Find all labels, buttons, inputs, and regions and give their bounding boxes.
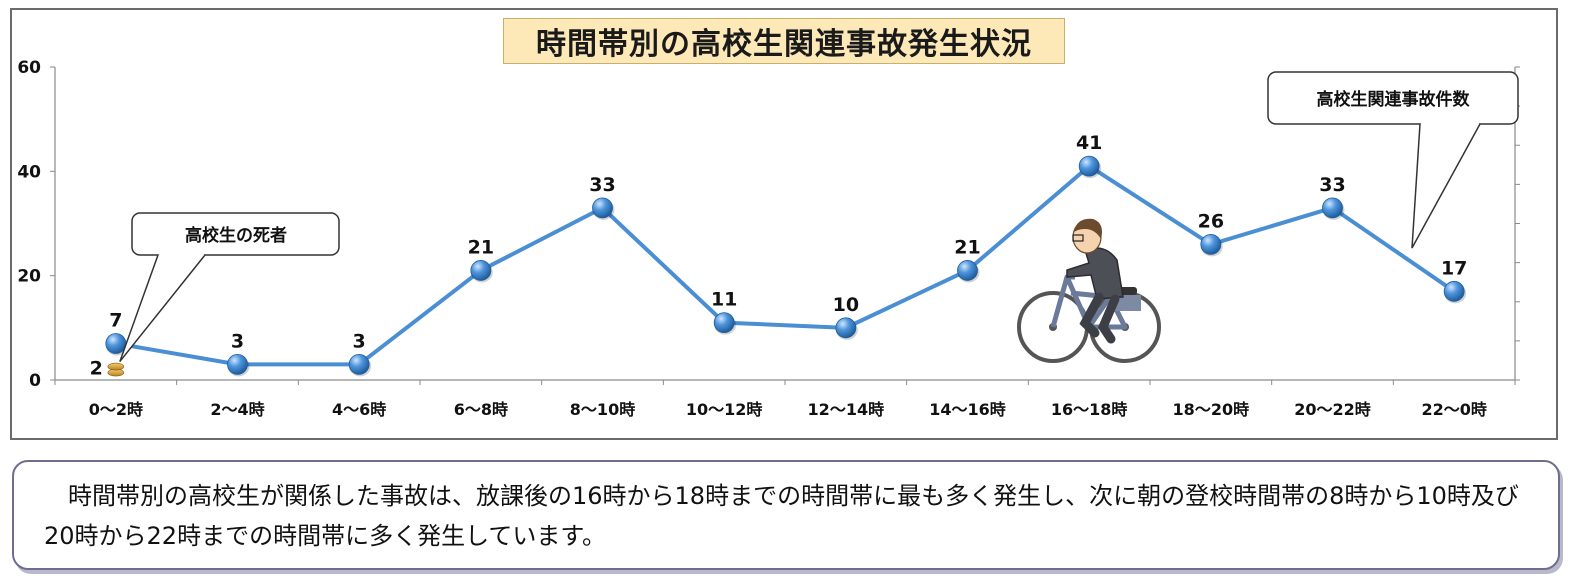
data-label: 7	[109, 309, 122, 331]
x-tick-label: 12～14時	[808, 400, 885, 419]
data-label: 33	[589, 174, 615, 196]
x-tick-label: 6～8時	[454, 400, 508, 419]
callouts: 高校生の死者 高校生関連事故件数	[119, 71, 1519, 363]
data-label: 26	[1198, 210, 1224, 232]
accidents-callout-text: 高校生関連事故件数	[1317, 89, 1471, 110]
description-text: 時間帯別の高校生が関係した事故は、放課後の16時から18時までの時間帯に最も多く…	[44, 482, 1519, 550]
cyclist-figure	[1017, 218, 1161, 363]
x-tick-label: 14～16時	[929, 400, 1006, 419]
accidents-callout-box	[1267, 71, 1519, 125]
data-point	[1078, 155, 1100, 177]
rider-glasses	[1072, 234, 1084, 242]
data-point	[957, 260, 978, 281]
data-label: 21	[468, 236, 494, 258]
rider-hair	[1073, 218, 1102, 239]
x-tick-label: 0～2時	[89, 400, 143, 419]
data-point	[348, 353, 370, 375]
data-point	[1322, 197, 1343, 219]
data-label: 11	[711, 289, 737, 311]
y-tick-label: 40	[17, 162, 41, 182]
deaths-callout-pointer	[119, 254, 206, 363]
data-point	[713, 312, 735, 334]
series-line-path	[115, 164, 1456, 367]
x-tick-label: 18～20時	[1173, 400, 1250, 419]
accidents-callout-pointer	[1411, 123, 1481, 249]
data-label: 10	[833, 294, 859, 316]
data-point	[1200, 233, 1222, 255]
x-tick-label: 8～10時	[570, 400, 635, 419]
cyclist-illustration	[1017, 218, 1161, 363]
data-label: 3	[353, 330, 366, 352]
data-label: 41	[1076, 132, 1102, 154]
deaths-callout-box	[131, 212, 340, 256]
data-point	[592, 197, 613, 219]
x-tick-label: 20～22時	[1294, 400, 1371, 419]
data-point	[105, 333, 127, 354]
x-tick-label: 4～6時	[332, 400, 386, 419]
data-point	[1443, 280, 1465, 302]
data-label: 17	[1441, 257, 1467, 279]
description-box: 時間帯別の高校生が関係した事故は、放課後の16時から18時までの時間帯に最も多く…	[12, 460, 1560, 570]
data-point	[470, 260, 492, 281]
data-label: 3	[231, 330, 244, 352]
data-point	[835, 317, 857, 339]
death-marker	[107, 362, 125, 371]
rider-legs	[1079, 292, 1120, 344]
x-tick-label: 10～12時	[686, 400, 763, 419]
death-data-label: 2	[90, 358, 103, 380]
x-tick-label: 16～18時	[1051, 400, 1128, 419]
y-tick-label: 0	[29, 371, 41, 391]
chart-title: 時間帯別の高校生関連事故発生状況	[503, 18, 1065, 64]
data-label: 33	[1319, 174, 1345, 196]
x-tick-label: 2～4時	[210, 400, 264, 419]
deaths-callout-text: 高校生の死者	[185, 225, 287, 246]
data-label: 21	[954, 236, 980, 258]
x-tick-label: 22～0時	[1421, 400, 1486, 419]
chart-axes: 0 20 40 60 0～2時 2～4時 4～6時 6～8時 8～10時 10～12時 12～14時…	[17, 58, 1520, 419]
y-tick-label: 20	[17, 267, 41, 287]
data-point	[227, 353, 248, 375]
line-chart: 0 20 40 60 0～2時 2～4時 4～6時 6～8時 8～10時 10～12時 12～14時…	[17, 58, 1520, 419]
series-markers	[105, 155, 1467, 377]
series-line	[115, 164, 1456, 367]
y-tick-label: 60	[17, 58, 41, 78]
